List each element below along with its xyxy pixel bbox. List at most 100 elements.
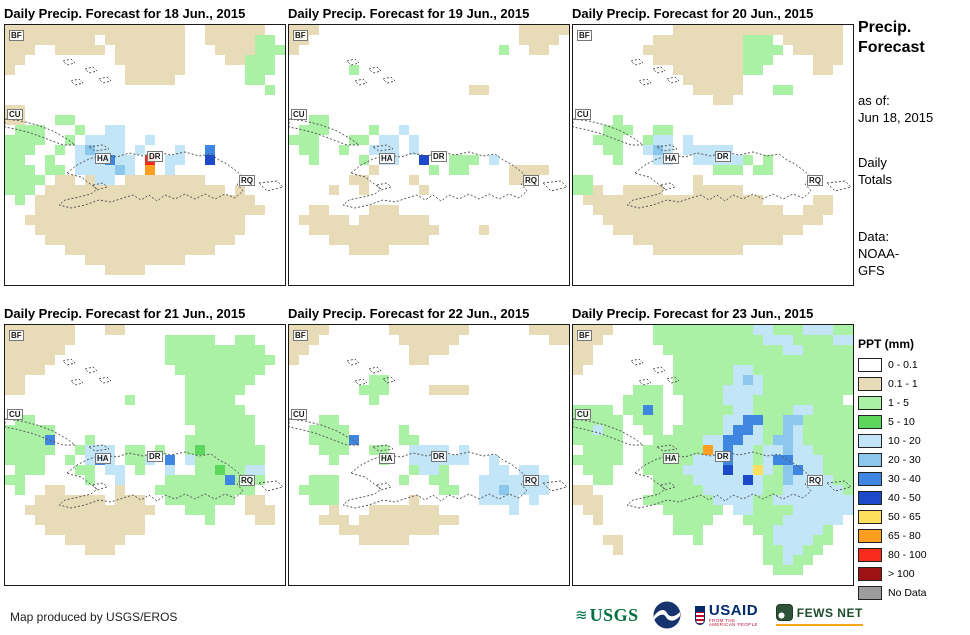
map-label-cu: CU [291, 409, 307, 420]
map-label-dr: DR [431, 451, 447, 462]
precip-map: BF CU HA DR RQ [288, 24, 570, 286]
map-label-bf: BF [9, 30, 24, 41]
map-label-cu: CU [7, 109, 23, 120]
panel-title: Daily Precip. Forecast for 23 Jun., 2015 [572, 306, 814, 321]
legend-label: 20 - 30 [888, 454, 921, 466]
map-label-bf: BF [577, 30, 592, 41]
fewsnet-label: FEWS NET [796, 605, 863, 620]
map-label-rq: RQ [807, 475, 823, 486]
data-source-line2: GFS [858, 263, 885, 278]
precip-raster [573, 325, 853, 585]
forecast-panel-3: Daily Precip. Forecast for 20 Jun., 2015… [572, 4, 854, 286]
legend-label: 30 - 40 [888, 473, 921, 485]
map-label-dr: DR [715, 451, 731, 462]
usgs-wave-icon: ≋ [575, 606, 588, 624]
totals-line2: Totals [858, 172, 892, 187]
legend-item: 30 - 40 [858, 472, 966, 486]
map-label-bf: BF [9, 330, 24, 341]
usgs-label: USGS [589, 604, 639, 625]
usaid-caption: FROM THE AMERICAN PEOPLE [708, 617, 758, 627]
legend-swatch [858, 510, 882, 524]
map-label-rq: RQ [239, 475, 255, 486]
legend-item: 40 - 50 [858, 491, 966, 505]
legend-label: 40 - 50 [888, 492, 921, 504]
forecast-panel-5: Daily Precip. Forecast for 22 Jun., 2015… [288, 304, 570, 586]
precip-raster [5, 325, 285, 585]
map-label-dr: DR [715, 151, 731, 162]
precip-raster [289, 325, 569, 585]
map-label-ha: HA [379, 453, 395, 464]
legend-item: 80 - 100 [858, 548, 966, 562]
forecast-panel-4: Daily Precip. Forecast for 21 Jun., 2015… [4, 304, 286, 586]
usgs-logo: ≋ USGS [575, 605, 639, 626]
asof-date: Jun 18, 2015 [858, 110, 934, 125]
forecast-panel-2: Daily Precip. Forecast for 19 Jun., 2015… [288, 4, 570, 286]
legend-item: No Data [858, 586, 966, 600]
map-label-bf: BF [293, 330, 308, 341]
map-label-dr: DR [147, 451, 163, 462]
precip-map: BF CU HA DR RQ [4, 324, 286, 586]
panel-title: Daily Precip. Forecast for 22 Jun., 2015 [288, 306, 530, 321]
legend-label: 0.1 - 1 [888, 378, 918, 390]
usaid-text-block: USAID FROM THE AMERICAN PEOPLE [709, 603, 762, 628]
map-label-rq: RQ [523, 475, 539, 486]
map-label-ha: HA [95, 453, 111, 464]
logo-row: ≋ USGS USAID FROM THE AMERICAN PEOPLE FE… [575, 598, 863, 632]
map-label-rq: RQ [239, 175, 255, 186]
map-label-dr: DR [147, 151, 163, 162]
map-credit: Map produced by USGS/EROS [10, 610, 178, 624]
data-source-line1: NOAA- [858, 246, 900, 261]
legend-item: 0 - 0.1 [858, 358, 966, 372]
legend-swatch [858, 453, 882, 467]
legend-label: No Data [888, 587, 927, 599]
data-source-block: Data: NOAA- GFS [858, 228, 966, 279]
legend-label: 50 - 65 [888, 511, 921, 523]
legend-item: > 100 [858, 567, 966, 581]
map-label-rq: RQ [807, 175, 823, 186]
map-label-cu: CU [575, 109, 591, 120]
legend-swatch [858, 415, 882, 429]
panel-title: Daily Precip. Forecast for 20 Jun., 2015 [572, 6, 814, 21]
map-label-ha: HA [95, 153, 111, 164]
sidebar: Precip. Forecast as of: Jun 18, 2015 Dai… [858, 18, 966, 605]
legend-swatch [858, 396, 882, 410]
sidebar-title: Precip. Forecast [858, 18, 966, 58]
usaid-label: USAID [708, 601, 759, 619]
legend-swatch [858, 548, 882, 562]
legend-item: 65 - 80 [858, 529, 966, 543]
totals-line1: Daily [858, 155, 887, 170]
data-source-label: Data: [858, 229, 890, 244]
legend-label: 10 - 20 [888, 435, 921, 447]
map-label-cu: CU [291, 109, 307, 120]
map-label-ha: HA [663, 153, 679, 164]
legend-swatch [858, 529, 882, 543]
precip-map: BF CU HA DR RQ [572, 324, 854, 586]
asof-block: as of: Jun 18, 2015 [858, 92, 966, 126]
map-label-cu: CU [7, 409, 23, 420]
legend-title: PPT (mm) [858, 337, 915, 351]
map-label-ha: HA [379, 153, 395, 164]
fewsnet-logo: FEWS NET [775, 604, 863, 626]
fewsnet-globe-icon [775, 604, 793, 621]
legend-item: 0.1 - 1 [858, 377, 966, 391]
precip-raster [573, 25, 853, 285]
panel-title: Daily Precip. Forecast for 18 Jun., 2015 [4, 6, 246, 21]
legend-swatch [858, 586, 882, 600]
legend-swatch [858, 567, 882, 581]
noaa-circle-icon [653, 601, 681, 629]
totals-block: Daily Totals [858, 154, 966, 188]
legend-swatch [858, 358, 882, 372]
legend-item: 50 - 65 [858, 510, 966, 524]
forecast-panel-6: Daily Precip. Forecast for 23 Jun., 2015… [572, 304, 854, 586]
map-label-dr: DR [431, 151, 447, 162]
legend: PPT (mm) 0 - 0.1 0.1 - 1 1 - 5 5 - 10 10 - 2… [858, 337, 966, 600]
legend-label: 0 - 0.1 [888, 359, 918, 371]
legend-swatch [858, 434, 882, 448]
legend-label: 1 - 5 [888, 397, 910, 409]
forecast-panel-1: Daily Precip. Forecast for 18 Jun., 2015… [4, 4, 286, 286]
map-label-bf: BF [577, 330, 592, 341]
precip-map: BF CU HA DR RQ [288, 324, 570, 586]
sidebar-title-line2: Forecast [858, 39, 925, 56]
legend-label: 80 - 100 [888, 549, 927, 561]
noaa-logo [653, 601, 681, 629]
